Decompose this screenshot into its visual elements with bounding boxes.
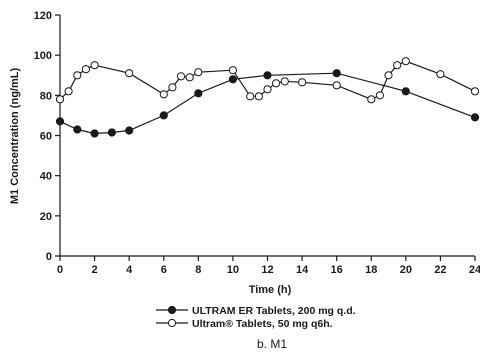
data-point	[393, 61, 402, 70]
figure-caption: b. M1	[257, 337, 287, 351]
y-tick-label: 60	[40, 131, 52, 143]
data-point	[228, 75, 237, 84]
data-point	[159, 90, 168, 99]
data-point	[470, 87, 480, 96]
x-tick-label: 16	[331, 264, 343, 276]
legend-item-ultram: Ultram® Tablets, 50 mg q6h.	[156, 318, 333, 330]
data-point	[263, 71, 272, 80]
data-point	[125, 126, 134, 135]
data-point	[194, 89, 203, 98]
data-point	[185, 73, 194, 82]
legend-label-ultram-er: ULTRAM ER Tablets, 200 mg q.d.	[192, 305, 356, 317]
data-point	[280, 77, 289, 86]
x-tick-label: 14	[296, 264, 309, 276]
data-point	[272, 79, 281, 88]
x-tick-label: 24	[469, 264, 480, 276]
series-ultram-er	[55, 69, 480, 138]
data-point	[55, 117, 65, 126]
x-tick-label: 0	[57, 264, 63, 276]
data-point	[90, 61, 99, 70]
y-tick-label: 20	[40, 211, 52, 223]
data-point	[90, 129, 99, 138]
data-point	[401, 57, 410, 66]
legend-item-ultram-er: ULTRAM ER Tablets, 200 mg q.d.	[156, 305, 356, 317]
y-tick-label: 120	[34, 10, 52, 22]
data-point	[73, 71, 82, 80]
data-point	[246, 92, 255, 101]
data-point	[73, 125, 82, 134]
legend-marker-filled-circle	[167, 305, 177, 315]
data-point	[159, 111, 168, 120]
y-tick-label: 0	[46, 251, 52, 263]
data-point	[436, 70, 445, 79]
data-point	[298, 78, 307, 87]
data-point	[55, 95, 65, 104]
data-point	[254, 92, 263, 101]
x-axis-label: Time (h)	[249, 284, 292, 296]
legend-label-ultram: Ultram® Tablets, 50 mg q6h.	[192, 318, 333, 330]
series-layer	[55, 57, 480, 138]
x-tick-label: 12	[261, 264, 273, 276]
data-point	[176, 72, 186, 81]
x-tick-label: 18	[365, 264, 377, 276]
data-point	[263, 85, 272, 94]
data-point	[332, 69, 341, 78]
x-tick-label: 10	[227, 264, 239, 276]
y-axis-label: M1 Concentration (ng/mL)	[9, 68, 21, 205]
x-tick-label: 22	[434, 264, 446, 276]
data-point	[332, 81, 341, 90]
data-point	[228, 66, 237, 75]
y-tick-label: 100	[34, 50, 52, 62]
series-line	[59, 72, 476, 135]
x-tick-label: 4	[126, 264, 133, 276]
y-tick-label: 80	[40, 90, 52, 102]
x-axis: 0 2 4 6 8 10 12 14 16 18 20 22 24	[57, 255, 480, 276]
data-point	[384, 71, 393, 80]
data-point	[168, 83, 177, 92]
y-axis: 0 20 40 60 80 100 120	[34, 10, 61, 263]
data-point	[375, 91, 384, 100]
x-tick-label: 2	[92, 264, 98, 276]
data-point	[367, 95, 376, 104]
data-point	[401, 87, 410, 96]
data-point	[81, 65, 91, 74]
data-point	[64, 87, 73, 96]
y-tick-label: 40	[40, 171, 52, 183]
data-point	[194, 68, 203, 77]
data-point	[107, 128, 117, 137]
x-tick-label: 8	[195, 264, 201, 276]
data-point	[470, 113, 480, 122]
legend-marker-open-circle	[167, 318, 177, 328]
data-point	[125, 69, 134, 78]
series-ultram	[55, 57, 480, 104]
x-tick-label: 20	[400, 264, 412, 276]
x-tick-label: 6	[161, 264, 167, 276]
legend: ULTRAM ER Tablets, 200 mg q.d. Ultram® T…	[156, 305, 356, 330]
